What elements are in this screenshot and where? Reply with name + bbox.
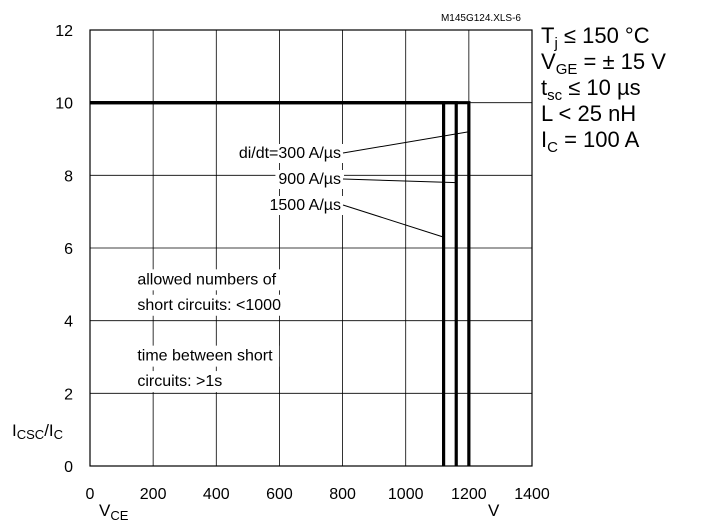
x-tick-label: 1400 xyxy=(514,486,550,503)
x-tick-label: 400 xyxy=(203,486,230,503)
series-callouts: di/dt=300 A/µs 900 A/µs 1500 A/µs xyxy=(235,131,469,238)
series-callout-label: 900 A/µs xyxy=(278,171,341,188)
annotations: allowed numbers of short circuits: <1000 t… xyxy=(131,269,288,393)
x-tick-label: 1200 xyxy=(451,486,487,503)
y-tick-label: 6 xyxy=(64,241,73,258)
x-tick-label: 200 xyxy=(140,486,167,503)
annotation-background xyxy=(131,371,229,393)
plot-frame xyxy=(89,29,533,467)
condition-tsc: tsc ≤ 10 µs xyxy=(541,75,641,104)
annotation-background xyxy=(131,269,283,291)
y-tick-label: 12 xyxy=(55,23,73,40)
grid xyxy=(90,30,532,466)
y-tick-label: 4 xyxy=(64,314,73,331)
condition-ic: IC = 100 A xyxy=(541,127,640,156)
condition-tj: Tj ≤ 150 °C xyxy=(541,23,650,52)
callout-leader xyxy=(342,131,469,154)
x-tick-label: 800 xyxy=(329,486,356,503)
callout-background xyxy=(235,144,344,163)
series-line xyxy=(90,101,446,466)
condition-l: L < 25 nH xyxy=(541,101,637,126)
chart-code: M145G124.XLS-6 xyxy=(441,13,521,24)
condition-vge: VGE = ± 15 V xyxy=(541,49,666,78)
annotation-text: short circuits: <1000 xyxy=(137,297,281,314)
y-tick-label: 10 xyxy=(55,96,73,113)
y-axis-label: ICSC/IC xyxy=(12,421,63,442)
x-tick-label: 600 xyxy=(266,486,293,503)
annotation-text: allowed numbers of xyxy=(137,271,276,288)
x-tick-label: 0 xyxy=(86,486,95,503)
tick-labels: 0 200 400 600 800 1000 1200 1400 0 2 4 6 8 10 12 xyxy=(55,23,550,503)
series-group xyxy=(90,101,471,466)
x-tick-label: 1000 xyxy=(388,486,424,503)
series-callout-label: di/dt=300 A/µs xyxy=(239,145,341,162)
y-tick-label: 0 xyxy=(64,459,73,476)
callout-background xyxy=(275,170,344,189)
x-axis-label: VCE xyxy=(99,501,129,523)
annotation-background xyxy=(131,345,280,367)
callout-background xyxy=(266,196,344,215)
annotation-text: circuits: >1s xyxy=(137,373,222,390)
annotation-background xyxy=(131,294,288,316)
y-tick-label: 2 xyxy=(64,386,73,403)
annotation-text: time between short xyxy=(137,348,273,365)
callout-leader xyxy=(342,178,457,184)
y-tick-label: 8 xyxy=(64,168,73,185)
callout-leader xyxy=(342,204,444,238)
series-callout-label: 1500 A/µs xyxy=(270,197,342,214)
x-axis-unit: V xyxy=(488,501,500,520)
